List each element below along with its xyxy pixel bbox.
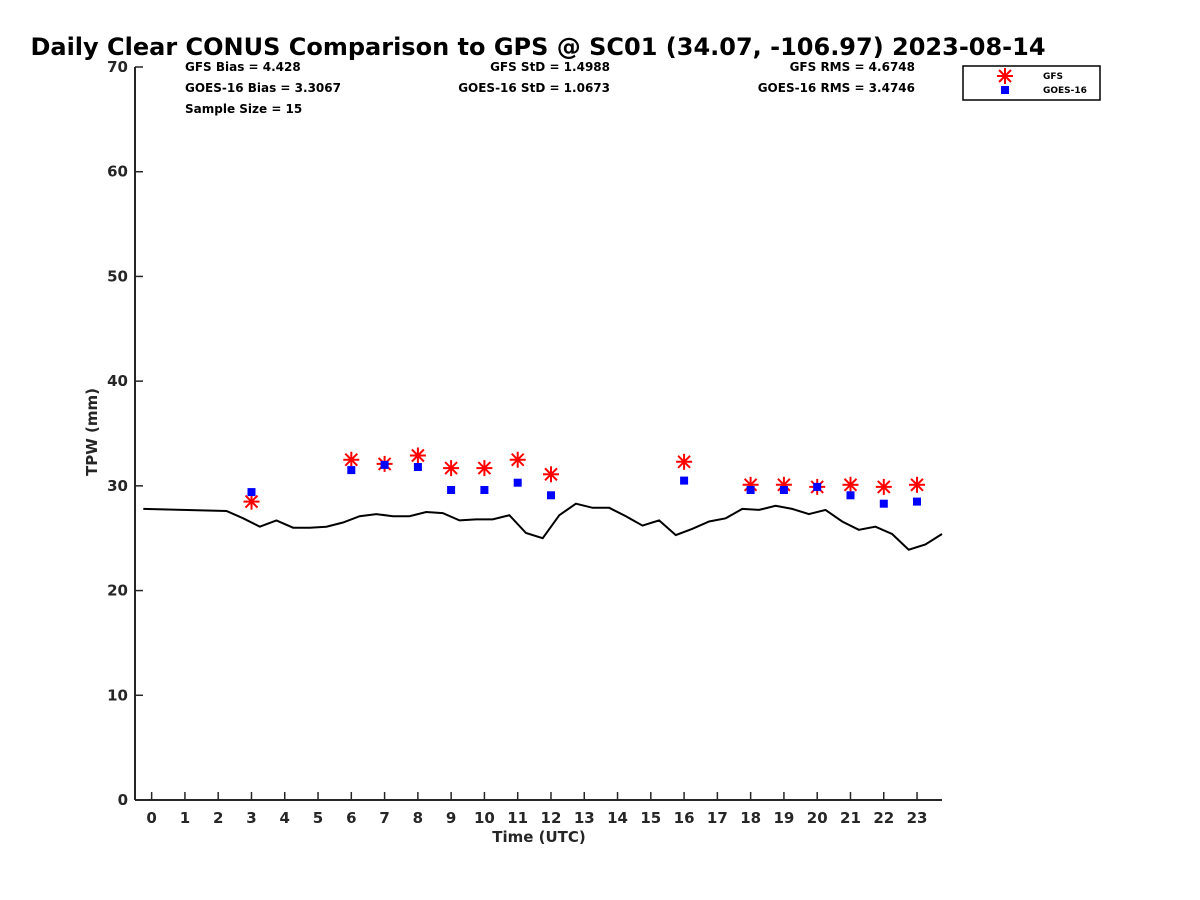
goes-point	[247, 488, 256, 497]
x-tick-label: 6	[346, 809, 356, 827]
stat-sample-size: Sample Size = 15	[185, 102, 302, 116]
x-tick-label: 3	[246, 809, 256, 827]
x-tick-label: 5	[313, 809, 323, 827]
gfs-point	[443, 460, 460, 477]
legend-box	[962, 65, 1101, 101]
gfs-point	[509, 451, 526, 468]
stat-goes-rms: GOES-16 RMS = 3.4746	[758, 81, 915, 95]
x-tick-label: 2	[213, 809, 223, 827]
goes-point	[347, 466, 356, 475]
x-tick-label: 16	[674, 809, 695, 827]
goes-point	[447, 486, 456, 494]
ticks: 0 1 2 3 4 5 6 7 8 9 10 11 12 13 14 15 16 17 18 19 20 21 22 2301…	[107, 58, 927, 827]
goes-point	[746, 486, 755, 494]
goes-point	[513, 478, 522, 487]
y-tick-label: 70	[107, 58, 128, 76]
x-tick-label: 12	[541, 809, 562, 827]
legend-label-goes: GOES-16	[1043, 86, 1087, 96]
x-tick-label: 20	[807, 809, 828, 827]
gfs-point	[543, 466, 559, 483]
gfs-point	[409, 447, 426, 464]
x-tick-label: 1	[180, 809, 190, 827]
x-tick-label: 11	[507, 809, 528, 827]
y-tick-label: 60	[107, 163, 128, 181]
x-tick-label: 21	[840, 809, 861, 827]
stat-gfs-bias: GFS Bias = 4.428	[185, 60, 301, 74]
x-tick-label: 13	[574, 809, 595, 827]
x-tick-label: 19	[773, 809, 794, 827]
x-tick-label: 4	[280, 809, 290, 827]
gfs-point	[909, 476, 925, 493]
x-tick-label: 0	[146, 809, 156, 827]
y-tick-label: 0	[118, 791, 128, 809]
x-tick-label: 7	[379, 809, 389, 827]
plot-markers-group	[243, 447, 925, 510]
y-axis-label: TPW (mm)	[83, 388, 101, 476]
goes-point	[846, 491, 855, 500]
x-tick-label: 23	[907, 809, 928, 827]
gfs-point	[243, 493, 260, 510]
gfs-point	[343, 451, 360, 468]
legend-goes-marker-icon	[1001, 86, 1009, 94]
goes-point	[480, 486, 489, 494]
gps-series-line	[143, 502, 943, 551]
axes	[134, 67, 942, 801]
x-tick-label: 22	[873, 809, 894, 827]
y-tick-label: 50	[107, 267, 128, 285]
y-tick-label: 40	[107, 372, 128, 390]
goes-point	[913, 497, 921, 506]
gfs-point	[476, 460, 493, 477]
legend-label-gfs: GFS	[1043, 72, 1063, 82]
y-tick-label: 30	[107, 477, 128, 495]
gfs-point	[842, 476, 859, 493]
goes-point	[547, 491, 555, 500]
y-tick-label: 10	[107, 686, 128, 704]
goes-point	[413, 463, 422, 471]
stat-goes-bias: GOES-16 Bias = 3.3067	[185, 81, 341, 95]
x-tick-label: 10	[474, 809, 495, 827]
goes-point	[380, 460, 389, 469]
legend-gfs-marker-icon	[997, 68, 1013, 84]
goes-point	[779, 486, 788, 494]
x-tick-label: 17	[707, 809, 728, 827]
stat-gfs-std: GFS StD = 1.4988	[490, 60, 610, 74]
stat-gfs-rms: GFS RMS = 4.6748	[790, 60, 915, 74]
x-tick-label: 18	[740, 809, 761, 827]
goes-point	[879, 499, 888, 508]
goes-point	[813, 482, 822, 491]
x-tick-label: 14	[607, 809, 628, 827]
x-axis-label: Time (UTC)	[492, 828, 586, 846]
chart-title: Daily Clear CONUS Comparison to GPS @ SC…	[30, 33, 1045, 61]
gfs-point	[875, 478, 892, 495]
legend: GFS GOES-16	[962, 65, 1101, 101]
x-tick-label: 15	[640, 809, 661, 827]
x-tick-label: 9	[446, 809, 456, 827]
x-tick-label: 8	[413, 809, 423, 827]
goes-point	[680, 476, 689, 485]
gfs-point	[676, 453, 693, 470]
y-tick-label: 20	[107, 582, 128, 600]
plot-line-group	[143, 502, 943, 551]
stat-goes-std: GOES-16 StD = 1.0673	[458, 81, 610, 95]
